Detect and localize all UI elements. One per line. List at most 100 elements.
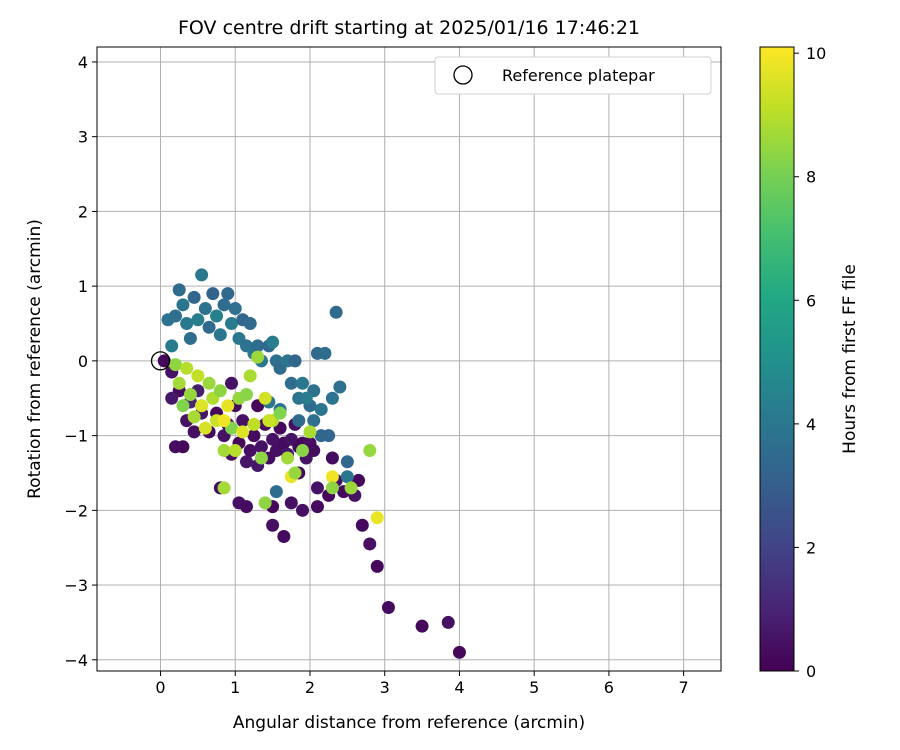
chart-title: FOV centre drift starting at 2025/01/16 … [178, 17, 640, 39]
y-tick-label: 0 [78, 352, 88, 371]
y-axis-label: Rotation from reference (arcmin) [25, 219, 45, 499]
plot-frame [96, 46, 722, 672]
x-axis-label: Angular distance from reference (arcmin) [233, 713, 585, 733]
y-tick-label: 4 [78, 53, 88, 72]
x-tick-label: 3 [380, 678, 390, 697]
data-point [314, 429, 328, 443]
data-point [202, 376, 216, 390]
x-tick-label: 0 [155, 678, 165, 697]
data-point [172, 376, 186, 390]
data-point [296, 376, 310, 390]
data-point [262, 414, 276, 428]
data-point [355, 518, 369, 532]
data-point [168, 440, 182, 454]
data-point [307, 444, 321, 458]
data-point [239, 455, 253, 469]
colorbar-tick-label: 2 [806, 538, 816, 557]
data-point [325, 391, 339, 405]
colorbar-tick-label: 4 [806, 415, 816, 434]
data-point [198, 302, 212, 316]
data-point [168, 358, 182, 372]
data-point [273, 406, 287, 420]
data-point [299, 391, 313, 405]
data-point [441, 615, 455, 629]
x-axis-ticks: 0 1 2 3 4 5 6 7 [155, 671, 689, 697]
data-point [303, 425, 317, 439]
legend-box [434, 56, 712, 95]
data-point [195, 399, 209, 413]
data-point [191, 369, 205, 383]
data-point [381, 600, 395, 614]
data-point [325, 451, 339, 465]
data-point [288, 466, 302, 480]
data-point [183, 331, 197, 345]
data-point [157, 354, 171, 368]
reference-platepar-marker [150, 351, 171, 371]
colorbar-gradient [759, 46, 795, 672]
data-point [314, 402, 328, 416]
y-tick-label: −3 [64, 576, 88, 595]
y-tick-label: 3 [78, 128, 88, 147]
data-point [254, 451, 268, 465]
data-point [236, 425, 250, 439]
x-tick-label: 5 [529, 678, 539, 697]
x-tick-label: 1 [230, 678, 240, 697]
y-tick-label: −4 [64, 651, 88, 670]
data-point [221, 287, 235, 301]
data-point [251, 350, 265, 364]
data-point [243, 317, 257, 331]
data-point [183, 387, 197, 401]
y-tick-label: −2 [64, 501, 88, 520]
data-point [210, 309, 224, 323]
data-point [225, 317, 239, 331]
data-point [258, 391, 272, 405]
data-point [254, 440, 268, 454]
data-point [307, 414, 321, 428]
colorbar-tick-label: 6 [806, 291, 816, 310]
data-point [269, 485, 283, 499]
y-tick-label: −1 [64, 427, 88, 446]
data-point [247, 417, 261, 431]
data-point [251, 339, 265, 353]
data-point [221, 399, 235, 413]
data-point [180, 361, 194, 375]
data-point [217, 481, 231, 495]
data-point [202, 320, 216, 334]
data-point [310, 500, 324, 514]
data-point [325, 481, 339, 495]
data-point [225, 376, 239, 390]
data-point [318, 346, 332, 360]
reference-marker-group [150, 351, 171, 371]
data-point [288, 354, 302, 368]
data-point [284, 496, 298, 510]
data-point [176, 399, 190, 413]
data-point [198, 421, 212, 435]
data-point [329, 305, 343, 319]
data-point [176, 298, 190, 312]
data-point [165, 339, 179, 353]
data-point [172, 283, 186, 297]
data-point [168, 309, 182, 323]
data-point [258, 496, 272, 510]
grid [97, 47, 721, 671]
data-point [187, 425, 201, 439]
data-point [206, 287, 220, 301]
data-point [340, 470, 354, 484]
colorbar-label: Hours from first FF file [840, 264, 860, 454]
data-point [325, 470, 339, 484]
data-point [296, 503, 310, 517]
colorbar: 0 2 4 6 8 10 Hours from first FF file [759, 44, 860, 681]
data-point [281, 451, 295, 465]
y-tick-label: 1 [78, 277, 88, 296]
data-point [191, 313, 205, 327]
data-point [165, 391, 179, 405]
data-point [195, 268, 209, 282]
legend-marker-icon [453, 65, 473, 85]
data-point [370, 559, 384, 573]
data-point [344, 481, 358, 495]
x-tick-label: 6 [604, 678, 614, 697]
legend: Reference platepar [434, 56, 712, 95]
data-points [157, 268, 466, 659]
y-axis-ticks: −4 −3 −2 −1 0 1 2 3 4 [64, 53, 97, 670]
data-point [213, 328, 227, 342]
